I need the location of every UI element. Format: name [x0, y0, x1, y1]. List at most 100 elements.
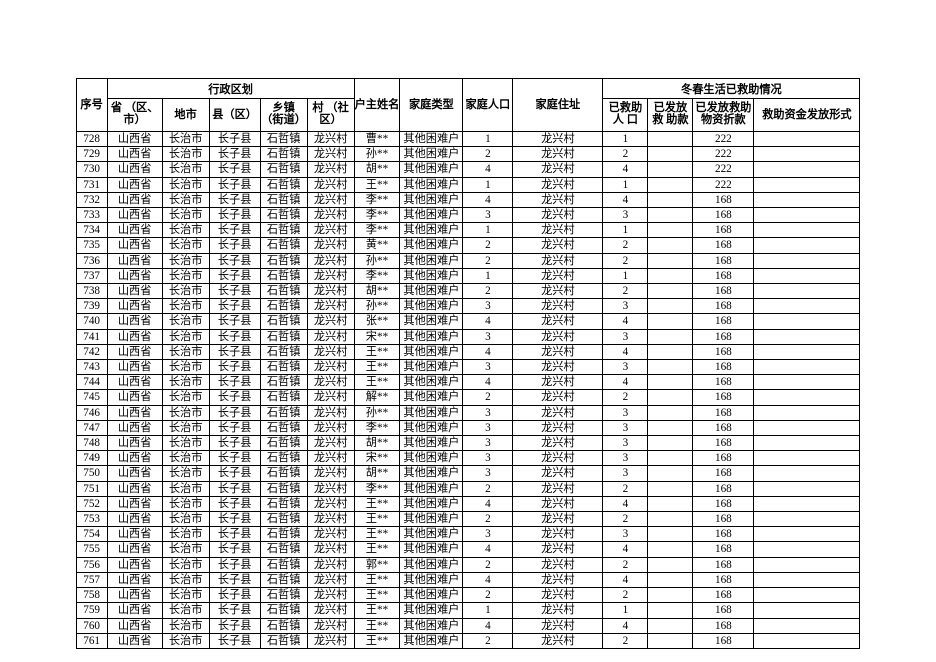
table-cell: 龙兴村	[513, 253, 603, 268]
table-cell: 龙兴村	[307, 268, 354, 283]
table-cell: 长子县	[209, 177, 260, 192]
table-cell: 长治市	[162, 512, 209, 527]
table-row: 761山西省长治市长子县石哲镇龙兴村王**其他困难户2龙兴村2168	[76, 633, 860, 648]
table-cell: 孙**	[354, 405, 400, 420]
table-cell: 解**	[354, 390, 400, 405]
table-cell: 龙兴村	[307, 192, 354, 207]
table-cell: 其他困难户	[400, 405, 463, 420]
table-cell: 龙兴村	[513, 208, 603, 223]
table-cell: 山西省	[107, 147, 162, 162]
table-cell: 168	[693, 557, 754, 572]
table-cell: 王**	[354, 375, 400, 390]
table-cell: 宋**	[354, 329, 400, 344]
table-cell: 其他困难户	[400, 436, 463, 451]
table-cell: 孙**	[354, 147, 400, 162]
table-row: 754山西省长治市长子县石哲镇龙兴村王**其他困难户3龙兴村3168	[76, 527, 860, 542]
table-cell: 168	[693, 314, 754, 329]
table-cell: 长治市	[162, 238, 209, 253]
table-cell: 石哲镇	[260, 253, 307, 268]
table-cell: 长子县	[209, 192, 260, 207]
table-cell: 石哲镇	[260, 618, 307, 633]
table-cell: 长治市	[162, 633, 209, 648]
table-cell: 龙兴村	[307, 512, 354, 527]
table-cell: 龙兴村	[307, 588, 354, 603]
table-cell: 其他困难户	[400, 253, 463, 268]
table-cell: 长子县	[209, 329, 260, 344]
table-cell: 龙兴村	[513, 603, 603, 618]
table-cell	[648, 390, 693, 405]
table-cell: 168	[693, 405, 754, 420]
table-cell	[648, 618, 693, 633]
table-cell: 龙兴村	[513, 633, 603, 648]
table-cell: 胡**	[354, 162, 400, 177]
table-cell: 山西省	[107, 512, 162, 527]
th-family-type: 家庭类型	[400, 79, 463, 132]
table-cell	[648, 314, 693, 329]
table-row: 738山西省长治市长子县石哲镇龙兴村胡**其他困难户2龙兴村2168	[76, 284, 860, 299]
th-aid-goods: 已发放救助 物资折款	[693, 99, 754, 132]
table-cell: 王**	[354, 588, 400, 603]
table-cell: 山西省	[107, 299, 162, 314]
table-row: 757山西省长治市长子县石哲镇龙兴村王**其他困难户4龙兴村4168	[76, 572, 860, 587]
table-cell: 2	[463, 147, 513, 162]
table-cell: 龙兴村	[513, 329, 603, 344]
table-row: 753山西省长治市长子县石哲镇龙兴村王**其他困难户2龙兴村2168	[76, 512, 860, 527]
table-cell: 2	[603, 284, 648, 299]
table-cell: 168	[693, 527, 754, 542]
table-cell: 龙兴村	[307, 360, 354, 375]
table-cell: 王**	[354, 512, 400, 527]
table-cell: 222	[693, 147, 754, 162]
table-cell: 其他困难户	[400, 375, 463, 390]
table-cell: 3	[603, 466, 648, 481]
table-cell: 长子县	[209, 527, 260, 542]
table-cell: 龙兴村	[513, 192, 603, 207]
table-cell: 龙兴村	[513, 451, 603, 466]
table-cell	[754, 633, 860, 648]
th-village: 村 （社区）	[307, 99, 354, 132]
table-cell: 4	[603, 162, 648, 177]
table-cell	[648, 451, 693, 466]
table-cell: 2	[603, 238, 648, 253]
table-cell: 3	[603, 451, 648, 466]
table-cell	[648, 299, 693, 314]
table-cell: 龙兴村	[513, 420, 603, 435]
table-cell: 168	[693, 572, 754, 587]
table-cell: 168	[693, 481, 754, 496]
table-cell: 长治市	[162, 268, 209, 283]
table-cell: 山西省	[107, 466, 162, 481]
table-cell	[754, 375, 860, 390]
table-row: 749山西省长治市长子县石哲镇龙兴村宋**其他困难户3龙兴村3168	[76, 451, 860, 466]
table-cell: 长治市	[162, 223, 209, 238]
table-cell: 龙兴村	[307, 208, 354, 223]
table-cell: 168	[693, 436, 754, 451]
table-cell: 751	[76, 481, 107, 496]
table-cell: 山西省	[107, 177, 162, 192]
table-cell: 山西省	[107, 557, 162, 572]
table-cell	[754, 238, 860, 253]
table-cell: 3	[603, 436, 648, 451]
table-cell	[754, 390, 860, 405]
table-cell: 龙兴村	[307, 405, 354, 420]
table-cell: 长子县	[209, 420, 260, 435]
table-cell: 石哲镇	[260, 132, 307, 147]
table-cell: 龙兴村	[307, 618, 354, 633]
table-cell: 735	[76, 238, 107, 253]
table-cell: 龙兴村	[307, 466, 354, 481]
table-cell: 其他困难户	[400, 314, 463, 329]
table-cell: 长治市	[162, 177, 209, 192]
table-cell: 4	[603, 375, 648, 390]
table-cell	[648, 512, 693, 527]
table-cell: 长子县	[209, 162, 260, 177]
table-cell: 745	[76, 390, 107, 405]
table-cell: 4	[603, 496, 648, 511]
table-cell: 长治市	[162, 390, 209, 405]
table-cell	[648, 436, 693, 451]
table-cell: 龙兴村	[513, 572, 603, 587]
table-cell: 龙兴村	[513, 542, 603, 557]
table-cell	[754, 177, 860, 192]
table-cell: 龙兴村	[307, 496, 354, 511]
table-cell: 山西省	[107, 451, 162, 466]
table-cell: 长治市	[162, 162, 209, 177]
table-cell	[648, 177, 693, 192]
table-cell: 其他困难户	[400, 344, 463, 359]
